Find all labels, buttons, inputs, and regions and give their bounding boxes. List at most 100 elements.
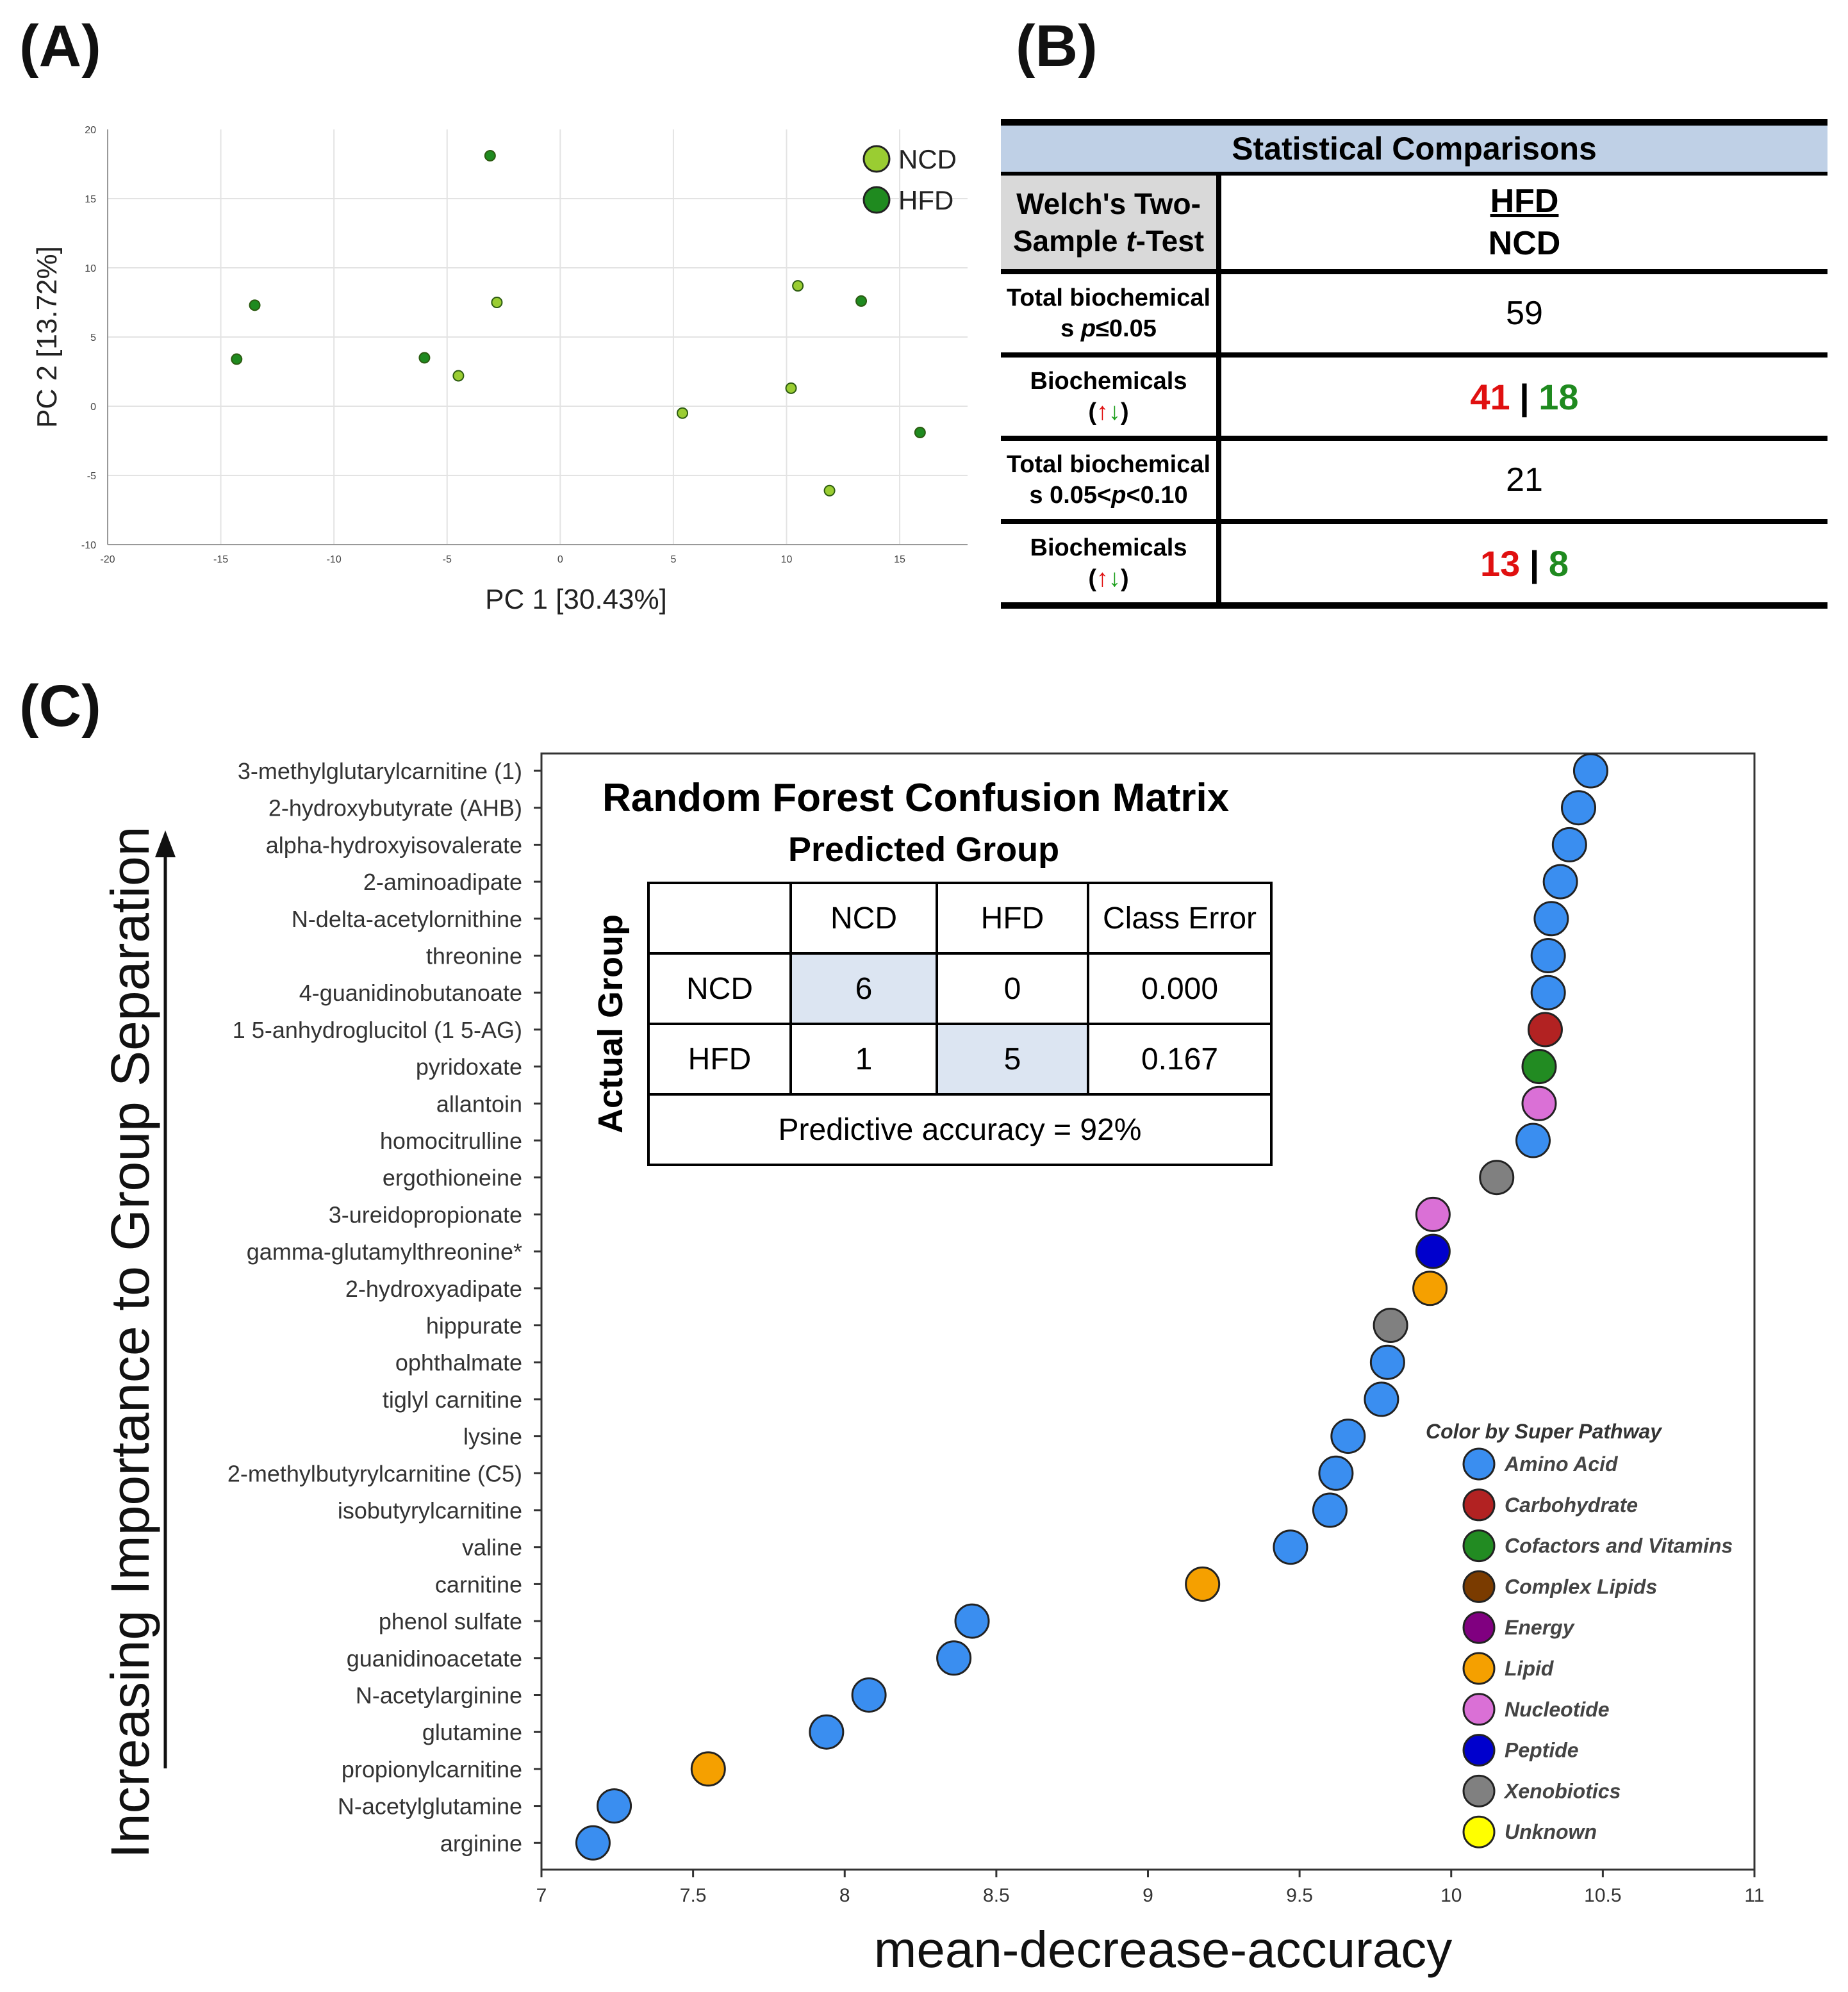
legend-label: Complex Lipids (1505, 1575, 1657, 1598)
legend-marker (1462, 1774, 1496, 1807)
table-row: Total biochemical s p≤0.05 59 (1001, 272, 1827, 358)
hfd-point (418, 352, 431, 364)
hfd-point (914, 427, 926, 439)
x-tick-label: 15 (894, 554, 905, 565)
metabolite-point (809, 1714, 845, 1750)
y-tick-label: 10 (85, 263, 96, 274)
importance-arrow-head (155, 830, 176, 857)
matrix-cell: 6 (789, 952, 938, 1025)
metabolite-label: alpha-hydroxyisovalerate (266, 832, 522, 858)
matrix-row-label: NCD (647, 952, 792, 1025)
pca-scatter-chart: -20 -15 -10 -5 0 5 10 15 20 15 10 5 0 -5 -10 PC 1 [30.4… (31, 125, 968, 615)
legend-label-hfd: HFD (898, 185, 953, 215)
legend-label: Peptide (1505, 1739, 1579, 1762)
up-arrow-icon: ↑ (1096, 399, 1109, 425)
y-tick-label: 15 (85, 194, 96, 205)
metabolite-point (1572, 753, 1608, 789)
metabolite-label: 2-hydroxybutyrate (AHB) (268, 795, 522, 821)
x-axis-label: mean-decrease-accuracy (874, 1921, 1453, 1978)
legend-marker (1462, 1529, 1496, 1563)
x-tick-label: 11 (1744, 1885, 1764, 1906)
row-value: 41 | 18 (1219, 355, 1827, 441)
metabolite-point (1185, 1566, 1221, 1602)
metabolite-label: lysine (463, 1424, 522, 1450)
table-row: Total biochemical s 0.05<p<0.10 21 (1001, 438, 1827, 524)
metabolite-label: valine (462, 1535, 522, 1561)
x-tick-label: 10.5 (1584, 1885, 1621, 1906)
metabolite-label: ophthalmate (395, 1349, 522, 1376)
y-tick-label: -10 (81, 540, 96, 551)
legend-label: Xenobiotics (1503, 1779, 1621, 1802)
row-value: 59 (1219, 272, 1827, 358)
x-tick-label: -20 (100, 554, 115, 565)
metabolite-label: N-acetylarginine (356, 1683, 522, 1709)
x-tick-label: -5 (443, 554, 452, 565)
legend-label: Nucleotide (1505, 1698, 1610, 1721)
x-tick-label: 5 (670, 554, 676, 565)
legend-marker-ncd (862, 145, 891, 173)
x-tick-label: -10 (327, 554, 342, 565)
metabolite-point (575, 1825, 611, 1861)
metabolite-label: ergothioneine (383, 1165, 522, 1191)
metabolite-point (1530, 975, 1566, 1010)
row-label: Biochemicals (↑↓) (1001, 522, 1221, 609)
metabolite-point (597, 1788, 632, 1824)
metabolite-point (1415, 1196, 1451, 1232)
metabolite-label: 2-methylbutyrylcarnitine (C5) (227, 1460, 522, 1486)
row-value: 13 | 8 (1219, 522, 1827, 609)
x-axis-label: PC 1 [30.43%] (485, 584, 667, 615)
hfd-point (249, 299, 261, 311)
legend-label: Cofactors and Vitamins (1505, 1535, 1733, 1558)
metabolite-point (1412, 1271, 1448, 1306)
comparison-denominator: NCD (1488, 225, 1561, 262)
statistical-comparisons-table: Statistical Comparisons Welch's Two- Sam… (1001, 119, 1827, 609)
metabolite-label: glutamine (422, 1719, 522, 1745)
ncd-point (785, 382, 797, 394)
metabolite-point (1521, 1049, 1557, 1085)
metabolite-label: 1 5-anhydroglucitol (1 5-AG) (233, 1017, 522, 1043)
metabolite-label: propionylcarnitine (342, 1756, 522, 1782)
metabolite-point (1551, 827, 1587, 862)
x-tick-label: 7.5 (680, 1885, 707, 1906)
y-tick-label: -5 (87, 471, 96, 482)
y-axis-label: Increasing Importance to Group Separatio… (100, 827, 160, 1859)
down-arrow-icon: ↓ (1109, 565, 1121, 592)
y-tick-label: 5 (90, 333, 96, 343)
legend-marker (1462, 1815, 1496, 1848)
table-title: Statistical Comparisons (1001, 119, 1827, 176)
metabolite-point (1364, 1381, 1399, 1417)
row-value: 21 (1219, 438, 1827, 524)
x-tick-label: 8 (839, 1885, 850, 1906)
metabolite-label: threonine (426, 943, 522, 969)
y-tick-label: 20 (85, 125, 96, 136)
ncd-point (677, 407, 689, 419)
test-name-cell: Welch's Two- Sample t-Test (1001, 174, 1221, 274)
metabolite-point (954, 1603, 990, 1639)
metabolite-label: N-delta-acetylornithine (292, 906, 522, 932)
metabolite-label: phenol sulfate (379, 1608, 522, 1634)
legend-marker (1462, 1447, 1496, 1481)
legend-marker (1462, 1488, 1496, 1522)
x-tick-label: 7 (536, 1885, 547, 1906)
x-tick-label: 10 (781, 554, 793, 565)
x-tick-label: 10 (1440, 1885, 1462, 1906)
metabolite-label: guanidinoacetate (347, 1645, 522, 1672)
table-row: Biochemicals (↑↓) 13 | 8 (1001, 522, 1827, 609)
hfd-point (231, 353, 243, 365)
metabolite-point (1542, 864, 1578, 900)
metabolite-point (1330, 1419, 1366, 1454)
metabolite-point (1373, 1308, 1408, 1343)
metabolite-point (1515, 1123, 1551, 1158)
metabolite-label: allantoin (436, 1091, 522, 1117)
matrix-cell: 1 (789, 1023, 938, 1096)
test-name-line1: Welch's Two- (1016, 187, 1201, 220)
metabolite-point (1521, 1085, 1557, 1121)
metabolite-label: 2-hydroxyadipate (345, 1276, 522, 1302)
matrix-row-label: HFD (647, 1023, 792, 1096)
matrix-cell: 0.000 (1087, 952, 1273, 1025)
table-row: HFD 1 5 0.167 (647, 1023, 1273, 1096)
x-tick-label: -15 (213, 554, 228, 565)
legend-marker-hfd (862, 186, 891, 214)
ncd-point (823, 484, 836, 497)
metabolite-point (1527, 1012, 1563, 1048)
